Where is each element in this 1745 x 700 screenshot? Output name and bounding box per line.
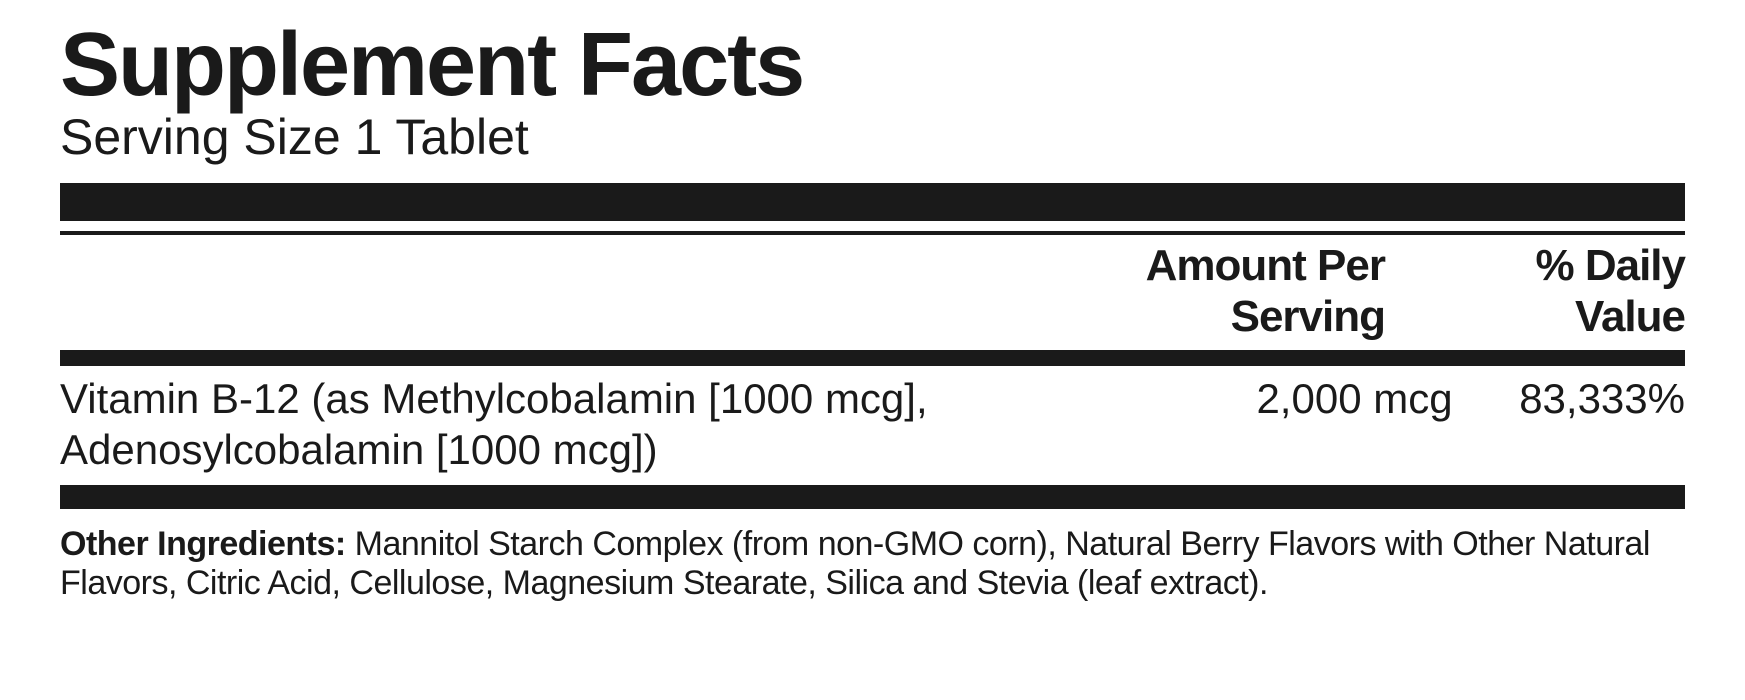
rule-mid-2 (60, 485, 1685, 509)
rule-thin (60, 231, 1685, 235)
nutrient-row: Vitamin B-12 (as Methylcobalamin [1000 m… (60, 374, 1685, 475)
other-ingredients-label: Other Ingredients: (60, 525, 346, 563)
col-header-dv: % Daily Value (1425, 241, 1685, 342)
other-ingredients: Other Ingredients: Mannitol Starch Compl… (60, 525, 1685, 603)
rule-mid (60, 350, 1685, 366)
serving-size: Serving Size 1 Tablet (60, 110, 1685, 165)
column-headers: Amount Per Serving % Daily Value (60, 241, 1685, 342)
supplement-facts-panel: Supplement Facts Serving Size 1 Tablet A… (0, 0, 1745, 603)
panel-title: Supplement Facts (60, 20, 1685, 110)
col-header-name (60, 241, 1005, 342)
nutrient-amount: 2,000 mcg (1171, 374, 1492, 475)
rule-thick (60, 183, 1685, 221)
col-header-amount: Amount Per Serving (1005, 241, 1425, 342)
nutrient-name: Vitamin B-12 (as Methylcobalamin [1000 m… (60, 374, 1171, 475)
nutrient-dv: 83,333% (1493, 374, 1685, 475)
